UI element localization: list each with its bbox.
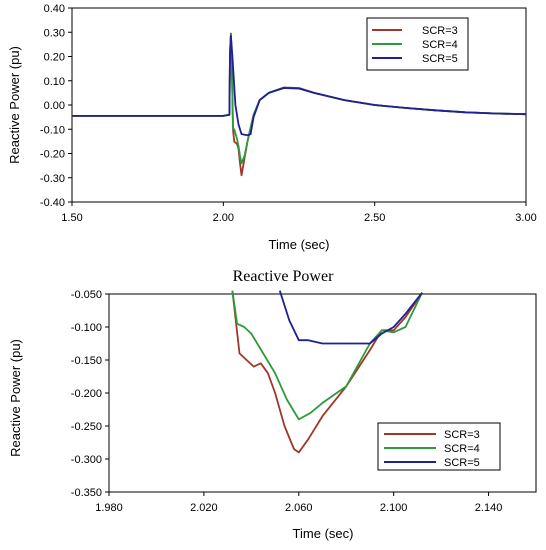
x-tick-label: 2.020 <box>190 502 218 514</box>
legend-top: SCR=3 SCR=4 SCR=5 <box>366 17 469 71</box>
legend-bottom: SCR=3 SCR=4 SCR=5 <box>377 422 501 471</box>
legend-label: SCR=3 <box>444 429 480 441</box>
x-tick-label: 2.140 <box>475 502 503 514</box>
x-tick-label: 2.060 <box>285 502 313 514</box>
y-tick-label: -0.100 <box>71 322 102 334</box>
legend-label: SCR=5 <box>444 457 480 469</box>
x-axis-top: 1.50 2.00 2.50 3.00 <box>61 202 537 224</box>
x-tick-label: 1.980 <box>95 502 123 514</box>
x-tick-label: 2.00 <box>213 212 234 224</box>
legend-label: SCR=4 <box>422 39 458 51</box>
x-axis-bottom: 1.980 2.020 2.060 2.100 2.140 <box>95 492 502 514</box>
y-tick-label: -0.350 <box>71 487 102 499</box>
chart-title-bottom: Reactive Power <box>233 268 335 285</box>
y-tick-label: -0.30 <box>40 173 65 185</box>
x-axis-label-bottom: Time (sec) <box>293 526 354 541</box>
x-tick-label: 1.50 <box>61 212 82 224</box>
x-tick-label: 2.50 <box>364 212 385 224</box>
y-axis-bottom: -0.350 -0.300 -0.250 -0.200 -0.150 -0.100 -0.0… <box>71 289 109 499</box>
y-tick-label: 0.20 <box>44 52 65 64</box>
y-tick-label: -0.200 <box>71 388 102 400</box>
series-line-scr-5 <box>278 290 423 345</box>
series-group-bottom <box>231 290 423 454</box>
y-tick-label: -0.250 <box>71 421 102 433</box>
y-tick-label: 0.40 <box>44 3 65 15</box>
y-tick-label: -0.10 <box>40 124 65 136</box>
x-tick-label: 3.00 <box>515 212 536 224</box>
y-tick-label: 0.00 <box>44 100 65 112</box>
legend-label: SCR=4 <box>444 443 480 455</box>
legend-label: SCR=5 <box>422 53 458 65</box>
y-axis-label-bottom: Reactive Power (pu) <box>8 339 23 457</box>
y-tick-label: -0.20 <box>40 149 65 161</box>
y-tick-label: -0.150 <box>71 355 102 367</box>
series-group-top <box>72 32 527 177</box>
series-line-scr-4 <box>231 290 423 421</box>
x-tick-label: 2.100 <box>380 502 408 514</box>
y-tick-label: 0.10 <box>44 76 65 88</box>
y-tick-label: -0.050 <box>71 289 102 301</box>
x-axis-label-top: Time (sec) <box>269 237 330 252</box>
y-axis-label-top: Reactive Power (pu) <box>7 46 22 164</box>
y-tick-label: -0.300 <box>71 454 102 466</box>
chart-top: -0.40 -0.30 -0.20 -0.10 0.00 0.10 0.20 0.30 0.40… <box>7 3 537 252</box>
chart-bottom: Reactive Power -0.350-0.300-0.250-0.200-… <box>8 268 537 541</box>
y-axis-top: -0.40 -0.30 -0.20 -0.10 0.00 0.10 0.20 0.30 0.40 <box>40 3 72 209</box>
series-line-scr-5 <box>72 35 527 137</box>
y-tick-label: 0.30 <box>44 27 65 39</box>
legend-label: SCR=3 <box>422 25 458 37</box>
y-tick-label: -0.40 <box>40 197 65 209</box>
